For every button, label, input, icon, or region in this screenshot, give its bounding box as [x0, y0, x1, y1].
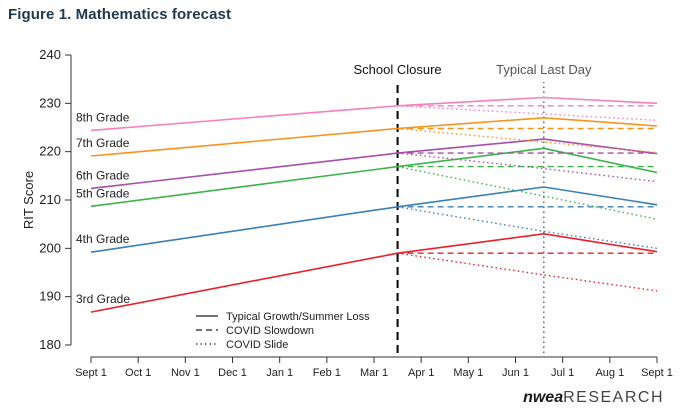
y-tick-label: 220 [39, 144, 61, 159]
x-tick-label: Sept 1 [641, 367, 673, 379]
series-line-typical [90, 96, 658, 132]
x-tick-label: Dec 1 [218, 367, 247, 379]
x-tick-label: Nov 1 [171, 367, 200, 379]
series-lines [90, 96, 658, 313]
x-tick-label: Jun 1 [502, 367, 529, 379]
series-label: 8th Grade [76, 110, 130, 124]
x-tick-label: Apr 1 [408, 367, 434, 379]
series-label: 6th Grade [76, 168, 130, 182]
x-tick-label: Jul 1 [551, 367, 574, 379]
series-line-slide [397, 252, 658, 292]
x-tick-label: Aug 1 [595, 367, 624, 379]
series-label: 4th Grade [76, 232, 130, 246]
series-line-typical [90, 186, 658, 253]
nwea-research-logo: nweaRESEARCH [523, 389, 664, 407]
y-tick-label: 190 [39, 289, 61, 304]
chart-axes: 180 190 200 210 220 230 240 Sept 1 Oct 1 Nov 1 Dec… [21, 47, 673, 379]
x-tick-label: Oct 1 [125, 367, 151, 379]
y-tick-label: 210 [39, 192, 61, 207]
series-label: 5th Grade [76, 186, 130, 200]
x-tick-label: Sept 1 [75, 367, 107, 379]
x-tick-label: Jan 1 [266, 367, 293, 379]
series-labels: 3rd Grade 4th Grade 5th Grade 6th Grade 7th … [76, 110, 130, 306]
marker-label: Typical Last Day [496, 62, 592, 77]
series-line-typical [90, 116, 658, 157]
y-axis-title: RIT Score [21, 171, 36, 229]
legend-label: COVID Slowdown [226, 325, 314, 337]
series-line-typical [90, 232, 658, 313]
marker-label: School Closure [354, 62, 442, 77]
brand-nwea: nwea [523, 389, 564, 406]
chart-legend: Typical Growth/Summer Loss COVID Slowdown… [196, 311, 370, 351]
y-tick-label: 180 [39, 337, 61, 352]
y-tick-label: 200 [39, 240, 61, 255]
event-markers: School Closure Typical Last Day [354, 62, 592, 353]
series-line-typical [90, 147, 658, 208]
brand-research: RESEARCH [563, 389, 664, 406]
legend-label: COVID Slide [226, 339, 288, 351]
x-tick-label: May 1 [453, 367, 483, 379]
x-tick-label: Mar 1 [360, 367, 388, 379]
series-line-typical [90, 138, 658, 190]
y-tick-label: 230 [39, 95, 61, 110]
series-line-slide [397, 206, 658, 249]
y-tick-label: 240 [39, 47, 61, 62]
series-line-slide [397, 105, 658, 121]
series-line-slide [397, 152, 658, 183]
series-line-slide [397, 165, 658, 220]
series-label: 7th Grade [76, 136, 130, 150]
x-tick-label: Feb 1 [313, 367, 341, 379]
series-label: 3rd Grade [76, 292, 130, 306]
figure-title: Figure 1. Mathematics forecast [8, 6, 232, 23]
legend-label: Typical Growth/Summer Loss [226, 311, 370, 323]
